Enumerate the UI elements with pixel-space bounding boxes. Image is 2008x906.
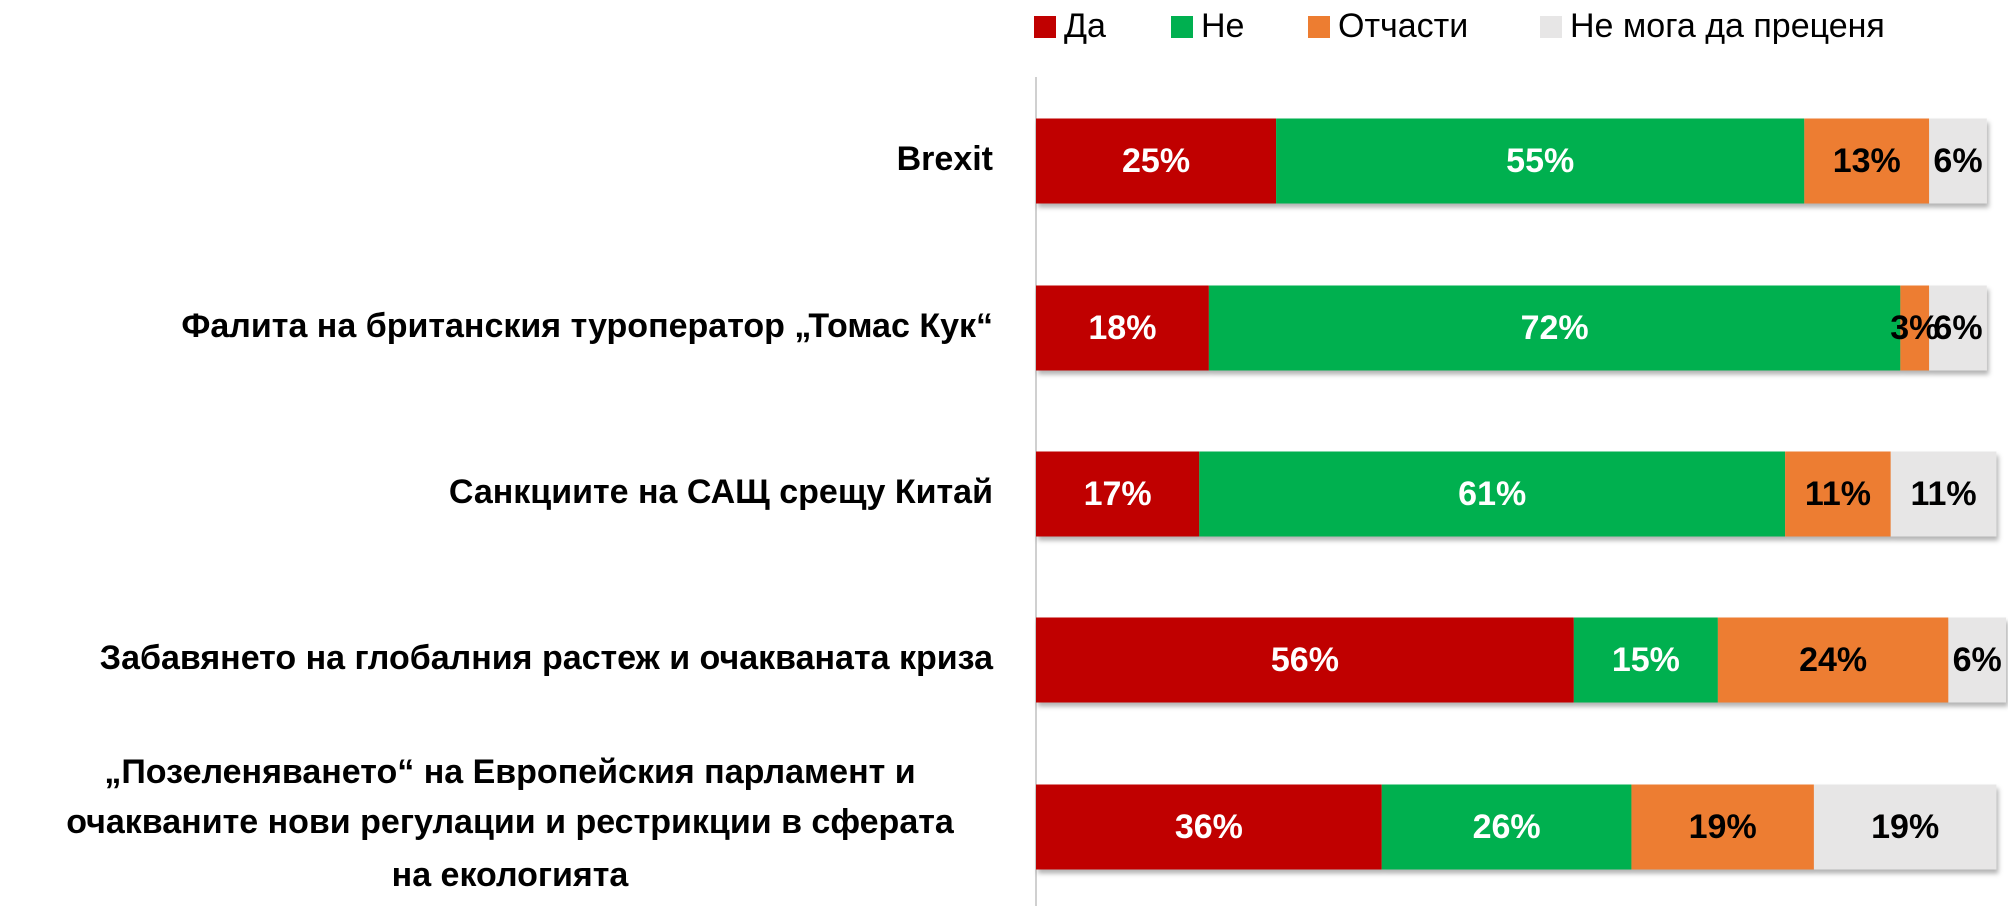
bar-group [1036, 451, 1997, 537]
data-label: 6% [1953, 641, 2002, 679]
category-label: Фалита на британския туроператор „Томас … [181, 307, 993, 345]
legend-label: Не мога да преценя [1570, 7, 1885, 45]
data-label: 11% [1910, 475, 1976, 513]
data-label: 61% [1458, 475, 1526, 513]
data-label: 56% [1271, 641, 1339, 679]
bar-segment [1631, 784, 1814, 870]
bar-segment [1036, 118, 1277, 204]
legend-swatch [1034, 16, 1056, 38]
category-label: Санкциите на САЩ срещу Китай [449, 473, 993, 511]
bar-segment [1036, 285, 1209, 371]
bar-segment [1717, 617, 1949, 703]
data-label: 26% [1473, 808, 1541, 846]
bar-segment [1948, 617, 2006, 703]
bar-segment [1199, 451, 1786, 537]
data-label: 36% [1175, 808, 1243, 846]
bar-segment [1036, 784, 1382, 870]
bar-segment [1208, 285, 1901, 371]
bar-segment [1381, 784, 1632, 870]
bar-group [1036, 118, 1987, 204]
data-label: 19% [1689, 808, 1757, 846]
data-label: 17% [1084, 475, 1152, 513]
legend-swatch [1540, 16, 1562, 38]
category-label: Brexit [897, 140, 993, 178]
bar-segment [1785, 451, 1891, 537]
bar-segment [1276, 118, 1805, 204]
category-label-line: „Позеленяването“ на Европейския парламен… [104, 753, 915, 791]
bar-segment [1036, 451, 1200, 537]
data-label: 6% [1933, 309, 1982, 347]
data-label: 15% [1612, 641, 1680, 679]
category-label: „Позеленяването“ на Европейския парламен… [66, 753, 955, 894]
legend-label: Да [1064, 7, 1106, 45]
data-label: 3% [1890, 309, 1939, 347]
category-label-line: очакваните нови регулации и рестрикции в… [66, 803, 955, 841]
data-label: 24% [1799, 641, 1867, 679]
legend-swatch [1308, 16, 1330, 38]
bar-group [1036, 784, 1997, 870]
data-label: 11% [1805, 475, 1871, 513]
bar-segment [1573, 617, 1718, 703]
bar-segment [1929, 118, 1987, 204]
category-label: Забавянето на глобалния растеж и очакван… [100, 639, 994, 677]
legend-label: Отчасти [1338, 7, 1468, 45]
data-label: 6% [1933, 142, 1982, 180]
data-label: 25% [1122, 142, 1190, 180]
bar-segment [1929, 285, 1987, 371]
data-label: 55% [1506, 142, 1574, 180]
category-label-line: на екологията [392, 856, 630, 894]
bar-segment [1813, 784, 1997, 870]
bar-segment [1036, 617, 1574, 703]
bar-segment [1900, 285, 1930, 371]
data-label: 18% [1088, 309, 1156, 347]
bar-segment [1804, 118, 1930, 204]
data-label: 13% [1833, 142, 1901, 180]
data-label: 19% [1871, 808, 1939, 846]
bar-group [1036, 285, 1987, 371]
legend-swatch [1171, 16, 1193, 38]
bar-segment [1890, 451, 1997, 537]
legend-label: Не [1201, 7, 1244, 45]
data-label: 72% [1521, 309, 1589, 347]
bar-group [1036, 617, 2006, 703]
